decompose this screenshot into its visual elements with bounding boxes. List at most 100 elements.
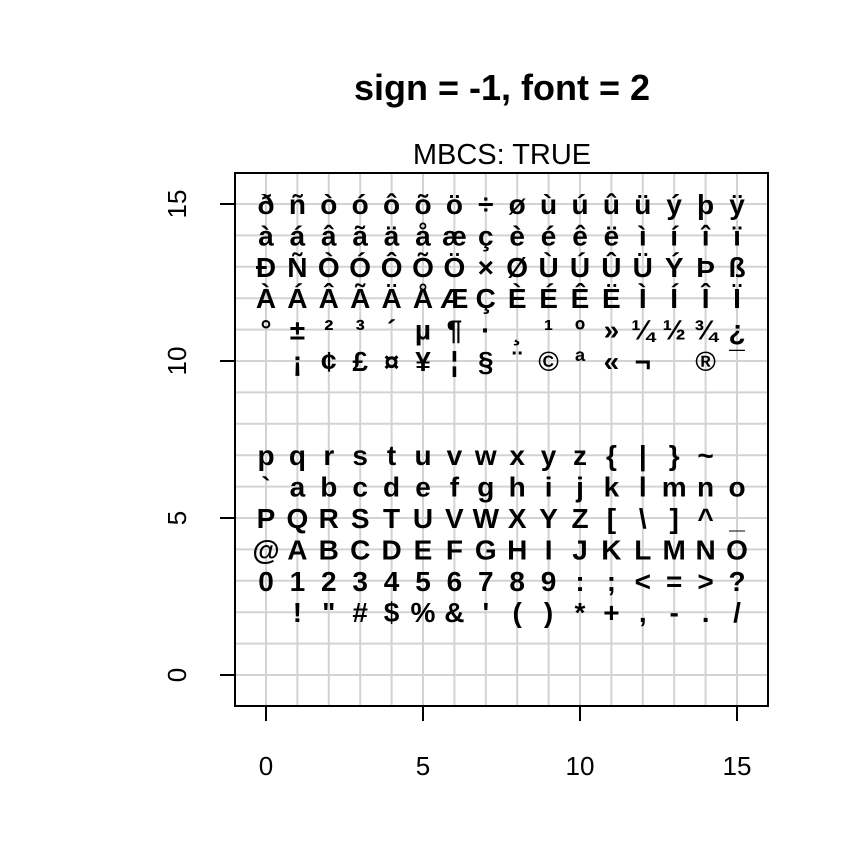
glyph-point: " xyxy=(322,597,335,628)
glyph-point: ´ xyxy=(387,315,396,346)
glyph-point: Æ xyxy=(440,283,468,314)
x-tick-label: 10 xyxy=(566,751,595,781)
glyph-point: ¡ xyxy=(293,346,302,377)
y-tick-label: 15 xyxy=(162,190,192,219)
glyph-point: C xyxy=(350,534,370,565)
glyph-point: w xyxy=(474,440,497,471)
glyph-point: ã xyxy=(352,220,368,251)
glyph-point: Ô xyxy=(381,251,403,283)
glyph-point: ] xyxy=(670,503,679,534)
glyph-point: © xyxy=(538,346,559,377)
glyph-point: Ç xyxy=(476,283,496,314)
glyph-point: å xyxy=(415,220,431,251)
glyph-point: c xyxy=(352,472,368,503)
glyph-point: { xyxy=(606,440,617,471)
glyph-point: ï xyxy=(732,220,742,251)
glyph-point: o xyxy=(728,472,745,503)
glyph-point: n xyxy=(697,472,714,503)
glyph-point: m xyxy=(662,472,687,503)
glyph-point: À xyxy=(256,283,276,314)
glyph-point: ö xyxy=(446,189,463,220)
glyph-point: ~ xyxy=(697,440,713,471)
glyph-point: Ý xyxy=(665,252,684,283)
glyph-point: î xyxy=(700,220,711,251)
glyph-point: Î xyxy=(700,283,711,314)
glyph-point: ú xyxy=(571,189,588,220)
glyph-point: Ó xyxy=(349,252,371,283)
glyph-point: ± xyxy=(290,315,305,346)
glyph-point: Â xyxy=(319,283,339,314)
y-tick-label: 10 xyxy=(162,347,192,376)
glyph-point: â xyxy=(321,220,337,251)
glyph-point: ò xyxy=(320,189,337,220)
glyph-point: ä xyxy=(384,220,400,251)
glyph-point: ¥ xyxy=(415,346,431,377)
glyph-point: û xyxy=(603,189,620,220)
glyph-point: R xyxy=(319,503,339,534)
glyph-point: ¶ xyxy=(447,315,463,346)
glyph-point: y xyxy=(541,440,557,471)
glyph-point: = xyxy=(666,566,682,597)
glyph-point: ñ xyxy=(289,189,306,220)
glyph-point: > xyxy=(697,566,713,597)
glyph-point: ® xyxy=(695,346,716,377)
glyph-point: Õ xyxy=(412,252,434,283)
y-tick-label: 5 xyxy=(162,511,192,525)
glyph-point: · xyxy=(481,315,490,346)
glyph-point: i xyxy=(545,472,553,503)
glyph-point: ¦ xyxy=(450,346,458,377)
glyph-point: \ xyxy=(639,503,647,534)
glyph-point: a xyxy=(290,472,306,503)
glyph-point: F xyxy=(446,534,463,565)
glyph-point: b xyxy=(320,472,337,503)
glyph-point: G xyxy=(475,534,497,565)
glyph-point: ê xyxy=(572,220,588,251)
glyph-point: Z xyxy=(571,503,588,534)
plot-frame xyxy=(234,172,769,707)
glyph-point: Ð xyxy=(256,252,276,283)
glyph-point: z xyxy=(573,440,587,471)
glyph-point: x xyxy=(509,440,525,471)
glyph-point: Ñ xyxy=(287,252,307,283)
glyph-point: Û xyxy=(601,251,621,283)
glyph-point: X xyxy=(508,503,527,534)
glyph-point: » xyxy=(604,315,620,346)
glyph-point: º xyxy=(575,315,585,346)
x-tick-label: 0 xyxy=(259,751,273,781)
glyph-point: « xyxy=(604,346,620,377)
glyph-point: s xyxy=(352,440,368,471)
glyph-point: § xyxy=(478,346,494,377)
glyph-point: ô xyxy=(383,189,400,220)
y-tick-label: 0 xyxy=(162,668,192,682)
chart-title: sign = -1, font = 2 xyxy=(354,67,650,108)
glyph-point: à xyxy=(258,220,274,251)
glyph-point: ³ xyxy=(356,315,365,346)
glyph-point: r xyxy=(323,440,334,471)
glyph-point: ë xyxy=(604,220,620,251)
glyph-point: ^ xyxy=(697,503,713,534)
glyph-point: S xyxy=(351,503,370,534)
glyph-point: ² xyxy=(324,315,333,346)
glyph-point: ì xyxy=(638,220,647,251)
glyph-point: ¯ xyxy=(728,346,745,377)
glyph-point: j xyxy=(575,472,584,503)
glyph-point: ù xyxy=(540,189,557,220)
glyph-point: ( xyxy=(513,597,523,628)
glyph-point: t xyxy=(387,440,396,471)
glyph-point: ¼ xyxy=(631,315,657,346)
glyph-point: Ì xyxy=(638,283,647,314)
glyph-point: æ xyxy=(442,220,467,251)
glyph-point: Í xyxy=(670,283,679,314)
glyph-point: & xyxy=(444,597,464,628)
glyph-point: f xyxy=(450,472,460,503)
glyph-point: ¤ xyxy=(384,346,400,377)
glyph-point: ¸ xyxy=(513,315,522,346)
glyph-point: N xyxy=(695,534,715,565)
glyph-point: } xyxy=(669,440,680,471)
glyph-point: ç xyxy=(478,220,494,251)
glyph-point: Ê xyxy=(571,283,590,314)
glyph-point: | xyxy=(639,440,647,471)
glyph-point: ¾ xyxy=(694,315,720,346)
glyph-point: 7 xyxy=(478,566,494,597)
